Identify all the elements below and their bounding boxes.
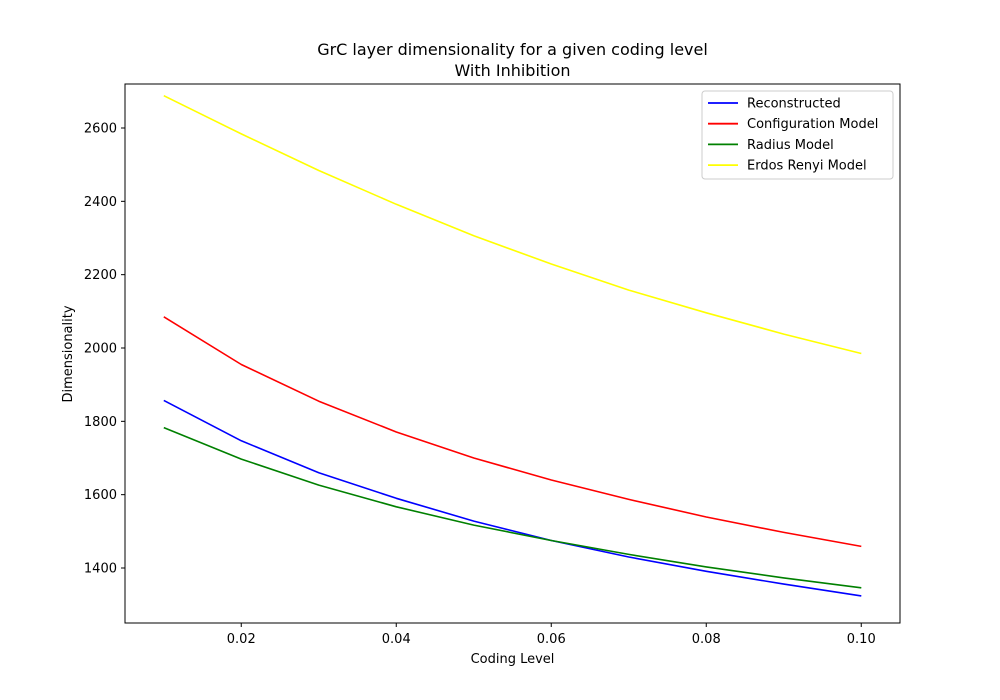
chart-title: GrC layer dimensionality for a given cod… <box>317 40 708 59</box>
y-tick-label: 1800 <box>84 415 117 430</box>
legend-label-radius-model: Radius Model <box>747 138 834 153</box>
series-line-radius-model <box>163 426 862 589</box>
series-line-erdos-renyi-model <box>163 94 862 355</box>
y-tick-label: 2000 <box>84 342 117 357</box>
series-line-configuration-model <box>163 316 862 548</box>
x-tick-label: 0.04 <box>382 632 411 647</box>
y-tick-label: 2400 <box>84 195 117 210</box>
y-tick-label: 1600 <box>84 488 117 503</box>
y-tick-label: 2600 <box>84 122 117 137</box>
x-tick-label: 0.06 <box>537 632 566 647</box>
x-tick-label: 0.08 <box>692 632 721 647</box>
series-line-reconstructed <box>163 399 862 597</box>
legend-label-erdos-renyi-model: Erdos Renyi Model <box>747 159 867 174</box>
x-tick-label: 0.02 <box>227 632 256 647</box>
legend: Reconstructed Configuration Model Radius M… <box>701 90 894 180</box>
y-tick-label: 1400 <box>84 562 117 577</box>
plot-area: 0.02 0.04 0.06 0.08 0.10 1400 1600 1800 2000 2200… <box>84 94 876 647</box>
x-tick-label: 0.10 <box>847 632 876 647</box>
legend-box <box>701 90 894 180</box>
legend-label-reconstructed: Reconstructed <box>747 97 841 112</box>
plot-frame <box>124 83 901 624</box>
y-axis-label: Dimensionality <box>61 305 76 402</box>
x-axis-label: Coding Level <box>471 652 555 667</box>
y-tick-label: 2200 <box>84 268 117 283</box>
chart-subtitle: With Inhibition <box>454 61 570 80</box>
legend-label-configuration-model: Configuration Model <box>747 117 878 132</box>
